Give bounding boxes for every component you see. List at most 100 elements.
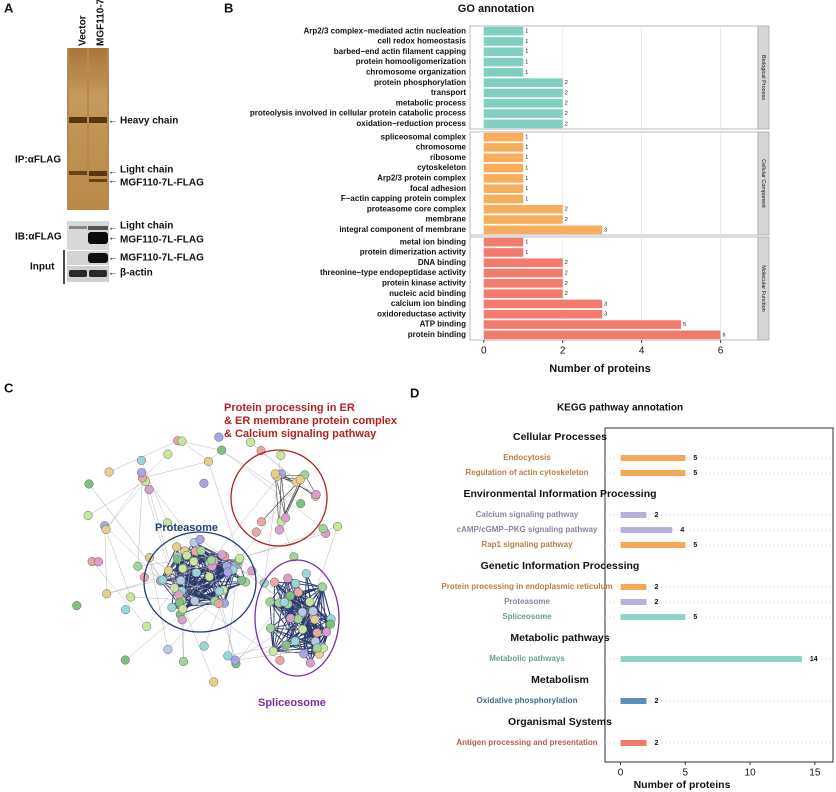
node xyxy=(290,636,300,646)
node xyxy=(178,604,188,614)
bar xyxy=(483,68,524,77)
bar xyxy=(620,527,673,533)
node xyxy=(333,521,343,532)
node xyxy=(293,587,303,597)
group-heading: Environmental Information Processing xyxy=(463,488,656,500)
bar xyxy=(483,279,563,288)
blot-label: IB:αFLAG xyxy=(15,232,62,243)
band xyxy=(69,270,87,277)
node xyxy=(281,513,291,523)
node xyxy=(136,455,146,465)
x-tick-label: 4 xyxy=(639,346,645,357)
edge xyxy=(176,570,252,593)
node xyxy=(289,552,299,562)
node xyxy=(104,467,114,477)
edge xyxy=(212,533,326,567)
node xyxy=(310,615,320,625)
facet-label: Molecular Function xyxy=(760,265,766,311)
facet-label: Biological Process xyxy=(760,55,766,100)
category-label: threonine−type endopeptidase activity xyxy=(320,268,467,277)
category-label: integral component of membrane xyxy=(339,225,466,234)
edge xyxy=(87,481,146,516)
annotation: Protein processing in ER xyxy=(224,402,355,414)
category-label: ATP binding xyxy=(420,320,466,329)
edge xyxy=(105,477,143,530)
node xyxy=(214,586,224,596)
band xyxy=(89,171,107,176)
category-label: protein dimerization activity xyxy=(360,248,467,257)
node xyxy=(190,596,200,606)
annotation: & ER membrane protein complex xyxy=(224,415,398,427)
node xyxy=(245,437,256,447)
band-label: β-actin xyxy=(120,268,153,279)
node xyxy=(299,649,309,659)
category-label: cAMP/cGMP−PKG signaling pathway xyxy=(457,525,598,534)
bar xyxy=(620,656,802,662)
edge xyxy=(88,483,163,581)
value-label: 1 xyxy=(525,135,528,141)
category-label: transport xyxy=(431,88,466,97)
node xyxy=(120,655,130,665)
bar xyxy=(483,215,563,224)
bar xyxy=(483,248,524,257)
edge xyxy=(272,582,276,652)
edge xyxy=(199,539,289,605)
panel-label: D xyxy=(410,385,419,400)
node xyxy=(274,525,284,535)
node xyxy=(298,624,308,634)
node xyxy=(279,597,289,607)
category-label: calcium ion binding xyxy=(391,299,466,308)
panel-c: C Protein processing in ER & ER membrane… xyxy=(4,380,398,708)
value-label: 1 xyxy=(525,49,528,55)
edge xyxy=(160,546,177,582)
bar xyxy=(483,299,603,309)
facet-strip xyxy=(757,236,770,341)
x-tick-label: 0 xyxy=(618,768,624,779)
node xyxy=(276,450,286,460)
node xyxy=(268,646,278,656)
category-label: DNA binding xyxy=(418,258,466,267)
cluster-label: Spliceosome xyxy=(258,697,326,709)
category-label: oxidoreductase activity xyxy=(377,309,466,318)
annotation: & Calcium signaling pathway xyxy=(224,428,377,440)
group-heading: Genetic Information Processing xyxy=(481,560,640,572)
node xyxy=(177,615,187,625)
lane-label: MGF110-7L xyxy=(96,0,107,46)
edge xyxy=(223,569,234,604)
node xyxy=(172,554,182,564)
value-label: 1 xyxy=(525,196,528,202)
node xyxy=(214,432,224,442)
edge xyxy=(181,440,209,462)
node xyxy=(142,621,152,631)
cluster-circle xyxy=(143,531,257,633)
lane xyxy=(89,48,107,210)
facet-label: Cellular Component xyxy=(760,159,766,208)
node xyxy=(167,602,177,612)
plot-area xyxy=(604,427,834,763)
node xyxy=(189,556,199,566)
node xyxy=(230,655,240,665)
edge xyxy=(104,525,182,600)
category-label: Calcium signaling pathway xyxy=(476,510,579,519)
value-label: 4 xyxy=(680,527,684,534)
category-label: Endocytosis xyxy=(503,453,551,462)
edge xyxy=(273,628,303,652)
x-axis-title: Number of proteins xyxy=(634,779,731,791)
node xyxy=(312,643,322,653)
value-label: 2 xyxy=(565,90,568,96)
category-label: Arp2/3 protein complex xyxy=(377,173,466,182)
node xyxy=(182,550,192,560)
node xyxy=(133,561,143,571)
bar xyxy=(483,88,563,98)
bar xyxy=(483,237,524,247)
edge xyxy=(141,460,168,523)
bar xyxy=(620,698,647,704)
category-label: protein homooligomerization xyxy=(356,57,466,66)
edge xyxy=(269,601,296,642)
node xyxy=(312,628,322,638)
node xyxy=(291,579,301,589)
band-label: MGF110-7L-FLAG xyxy=(120,253,204,264)
category-label: F−actin capping protein complex xyxy=(341,194,467,203)
edge xyxy=(321,587,328,633)
chart-title: GO annotation xyxy=(458,3,535,15)
